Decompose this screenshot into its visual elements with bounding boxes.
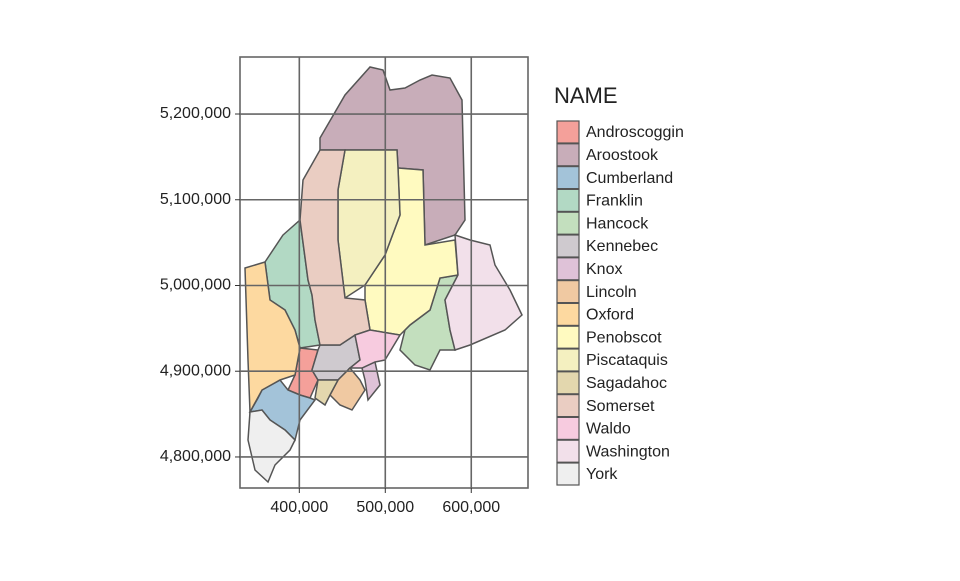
county-shape — [299, 149, 371, 346]
county-shape — [247, 409, 296, 484]
x-tick-label: 500,000 — [356, 499, 414, 516]
legend-key — [556, 439, 580, 463]
x-tick-label: 400,000 — [270, 499, 328, 516]
legend-key — [556, 166, 580, 190]
y-tick-label: 4,800,000 — [160, 448, 231, 465]
legend-key — [556, 280, 580, 304]
legend-label: Lincoln — [586, 284, 637, 301]
legend-key — [556, 188, 580, 212]
legend-label: Hancock — [586, 215, 649, 232]
legend-label: Sagadahoc — [586, 375, 667, 392]
legend-label: Penobscot — [586, 329, 662, 346]
legend-label: Aroostook — [586, 147, 659, 164]
legend-key — [556, 257, 580, 281]
x-tick-label: 600,000 — [442, 499, 500, 516]
y-tick-label: 5,200,000 — [160, 105, 231, 122]
county-shape — [444, 233, 523, 351]
legend-key — [556, 416, 580, 440]
county-shape — [314, 379, 340, 407]
county-shape — [361, 360, 381, 402]
legend-key — [556, 462, 580, 486]
legend-label: Piscataquis — [586, 352, 668, 369]
legend-label: Cumberland — [586, 170, 673, 187]
legend-label: Oxford — [586, 307, 634, 324]
county-shape — [347, 329, 402, 369]
legend-key — [556, 234, 580, 258]
y-tick-label: 4,900,000 — [160, 362, 231, 379]
legend-label: Waldo — [586, 421, 631, 438]
legend-label: Kennebec — [586, 238, 658, 255]
legend-key — [556, 348, 580, 372]
legend-title: NAME — [554, 83, 618, 108]
legend-label: Somerset — [586, 398, 655, 415]
legend-label: Washington — [586, 443, 670, 460]
legend-label: Androscoggin — [586, 124, 684, 141]
legend-label: Franklin — [586, 193, 643, 210]
legend-label: York — [586, 466, 618, 483]
legend-key — [556, 371, 580, 395]
legend-key — [556, 120, 580, 144]
legend-key — [556, 143, 580, 167]
legend-key — [556, 394, 580, 418]
y-tick-label: 5,000,000 — [160, 277, 231, 294]
y-tick-label: 5,100,000 — [160, 191, 231, 208]
legend-key — [556, 302, 580, 326]
legend-label: Knox — [586, 261, 622, 278]
panel-border — [239, 56, 529, 489]
county-shape — [329, 366, 366, 411]
map-layer — [244, 66, 523, 484]
county-shape — [244, 261, 301, 415]
legend-key — [556, 211, 580, 235]
legend-key — [556, 325, 580, 349]
